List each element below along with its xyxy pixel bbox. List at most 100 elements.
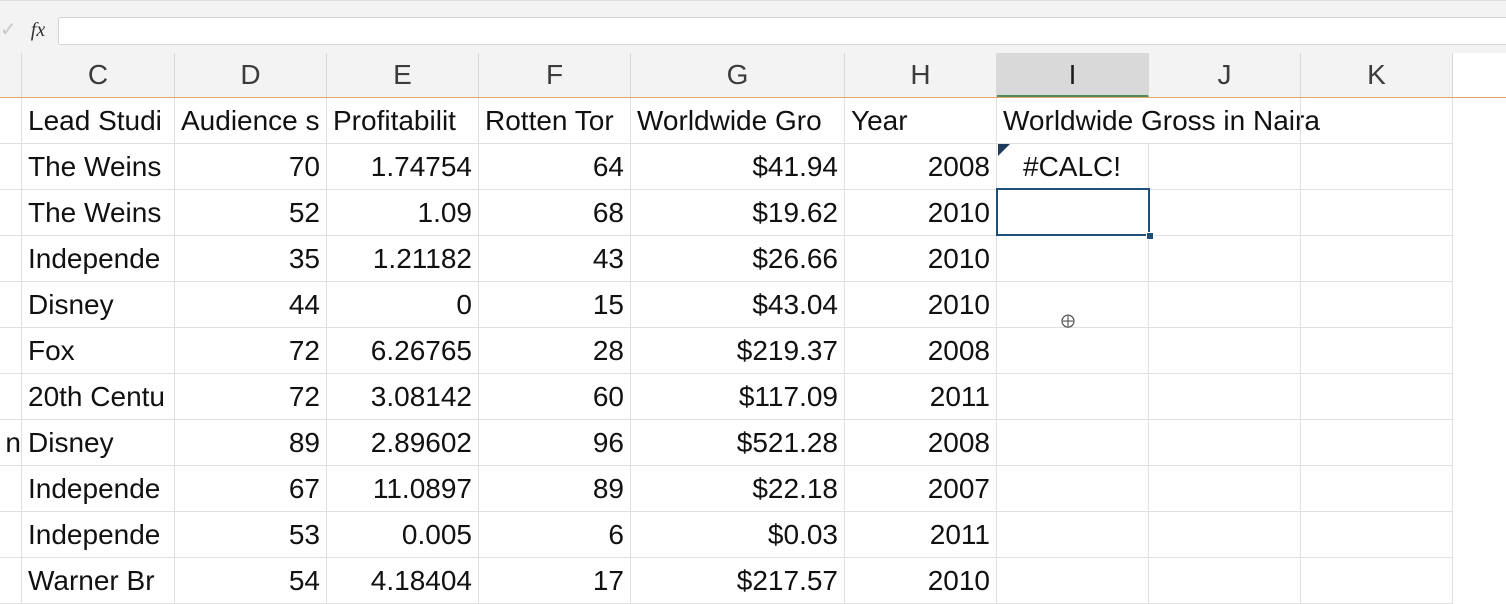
column-header-i[interactable]: I (997, 53, 1149, 98)
cell-c[interactable]: Independe (22, 236, 175, 282)
cell-k[interactable] (1301, 420, 1453, 466)
cell-g[interactable]: $217.57 (631, 558, 845, 604)
cell-c[interactable]: Independe (22, 512, 175, 558)
cell-h[interactable]: 2010 (845, 558, 997, 604)
cell-g[interactable]: $26.66 (631, 236, 845, 282)
cell-h[interactable]: 2011 (845, 512, 997, 558)
column-header-e[interactable]: E (327, 53, 479, 98)
cell-c[interactable]: 20th Centu (22, 374, 175, 420)
cell-e[interactable]: 3.08142 (327, 374, 479, 420)
cell-g[interactable]: $0.03 (631, 512, 845, 558)
cell-j[interactable] (1149, 466, 1301, 512)
cell-e[interactable]: 11.0897 (327, 466, 479, 512)
cell-d[interactable]: 72 (175, 374, 327, 420)
cell-j[interactable] (1149, 190, 1301, 236)
cell-d[interactable]: 52 (175, 190, 327, 236)
cell-c[interactable]: Disney (22, 282, 175, 328)
cell-d[interactable]: 89 (175, 420, 327, 466)
cell-k[interactable] (1301, 190, 1453, 236)
column-header-b[interactable] (0, 53, 22, 98)
cell-h[interactable]: 2010 (845, 282, 997, 328)
cell-j[interactable] (1149, 236, 1301, 282)
cell-h[interactable]: 2008 (845, 328, 997, 374)
cell-k[interactable] (1301, 328, 1453, 374)
column-header-g[interactable]: G (631, 53, 845, 98)
cell-k[interactable] (1301, 144, 1453, 190)
formula-input[interactable] (58, 17, 1506, 45)
cell-h[interactable]: 2008 (845, 144, 997, 190)
cell-c[interactable]: The Weins (22, 190, 175, 236)
column-header-h[interactable]: H (845, 53, 997, 98)
cell-f[interactable]: 43 (479, 236, 631, 282)
cell-e[interactable]: 4.18404 (327, 558, 479, 604)
cell-h[interactable]: 2011 (845, 374, 997, 420)
cell-d[interactable]: 35 (175, 236, 327, 282)
header-cell-i[interactable]: Worldwide Gross in Naira (997, 98, 1320, 144)
cell-b[interactable]: n (0, 420, 22, 466)
header-cell-e[interactable]: Profitabilit (327, 98, 479, 144)
column-header-f[interactable]: F (479, 53, 631, 98)
cell-h[interactable]: 2010 (845, 236, 997, 282)
cell-f[interactable]: 6 (479, 512, 631, 558)
cell-c[interactable]: Warner Br (22, 558, 175, 604)
cell-f[interactable]: 60 (479, 374, 631, 420)
cell-h[interactable]: 2007 (845, 466, 997, 512)
cell-j[interactable] (1149, 374, 1301, 420)
header-cell-f[interactable]: Rotten Tor (479, 98, 631, 144)
cell-i[interactable] (997, 282, 1149, 328)
cell-f[interactable]: 28 (479, 328, 631, 374)
header-cell-c[interactable]: Lead Studi (22, 98, 175, 144)
cell-i[interactable]: #CALC! (997, 144, 1149, 190)
cell-b[interactable] (0, 466, 22, 512)
cell-i[interactable] (997, 466, 1149, 512)
cell-b[interactable] (0, 512, 22, 558)
cell-d[interactable]: 44 (175, 282, 327, 328)
cell-i[interactable] (997, 420, 1149, 466)
cell-i[interactable] (997, 558, 1149, 604)
cell-k[interactable] (1301, 512, 1453, 558)
cell-g[interactable]: $521.28 (631, 420, 845, 466)
cell-g[interactable]: $219.37 (631, 328, 845, 374)
cell-e[interactable]: 2.89602 (327, 420, 479, 466)
column-header-j[interactable]: J (1149, 53, 1301, 98)
cell-i[interactable] (997, 236, 1149, 282)
cell-c[interactable]: The Weins (22, 144, 175, 190)
cell-e[interactable]: 1.21182 (327, 236, 479, 282)
cell-c[interactable]: Fox (22, 328, 175, 374)
header-cell-d[interactable]: Audience s (175, 98, 327, 144)
cell-e[interactable]: 1.09 (327, 190, 479, 236)
cell-b-header[interactable] (0, 98, 22, 144)
header-cell-g[interactable]: Worldwide Gro (631, 98, 845, 144)
cell-d[interactable]: 70 (175, 144, 327, 190)
fill-handle[interactable] (1146, 232, 1154, 240)
cell-k[interactable] (1301, 374, 1453, 420)
cell-f[interactable]: 64 (479, 144, 631, 190)
cell-f[interactable]: 68 (479, 190, 631, 236)
cell-h[interactable]: 2010 (845, 190, 997, 236)
cell-i[interactable] (997, 328, 1149, 374)
cell-e[interactable]: 0 (327, 282, 479, 328)
cell-c[interactable]: Independe (22, 466, 175, 512)
cell-f[interactable]: 89 (479, 466, 631, 512)
cell-f[interactable]: 15 (479, 282, 631, 328)
cell-j[interactable] (1149, 328, 1301, 374)
cell-f[interactable]: 17 (479, 558, 631, 604)
header-cell-k[interactable] (1301, 98, 1453, 144)
cell-d[interactable]: 53 (175, 512, 327, 558)
cell-b[interactable] (0, 190, 22, 236)
cell-k[interactable] (1301, 282, 1453, 328)
cell-c[interactable]: Disney (22, 420, 175, 466)
cell-j[interactable] (1149, 282, 1301, 328)
header-cell-h[interactable]: Year (845, 98, 997, 144)
cell-e[interactable]: 1.74754 (327, 144, 479, 190)
error-indicator-icon[interactable] (998, 144, 1010, 156)
active-cell-selection[interactable] (996, 188, 1150, 236)
cell-k[interactable] (1301, 558, 1453, 604)
cell-d[interactable]: 54 (175, 558, 327, 604)
cell-b[interactable] (0, 282, 22, 328)
cell-d[interactable]: 67 (175, 466, 327, 512)
cell-g[interactable]: $19.62 (631, 190, 845, 236)
function-icon[interactable]: fx (30, 19, 46, 41)
cell-e[interactable]: 6.26765 (327, 328, 479, 374)
header-cell-j[interactable] (1149, 98, 1301, 144)
